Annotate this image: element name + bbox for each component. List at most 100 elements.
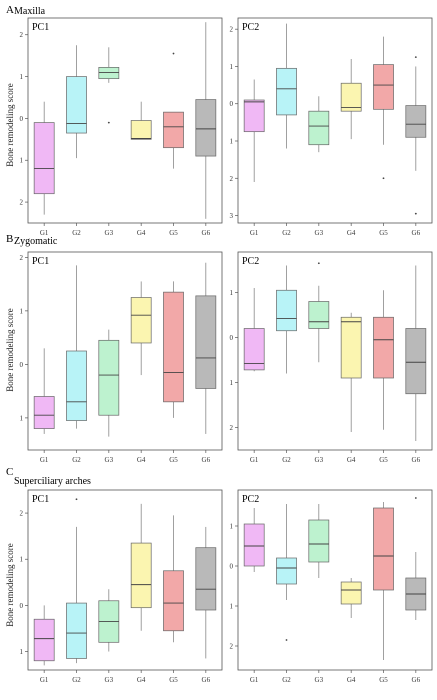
- plot-frame: [27, 17, 223, 224]
- ylabel-row-c: Bone remodeling score: [5, 543, 15, 626]
- box-g2: [276, 67, 297, 116]
- panel-label: PC1: [32, 256, 49, 267]
- x-tick-label: G4: [137, 456, 146, 464]
- x-tick-label: G1: [40, 229, 49, 237]
- y-tick-label: 2: [20, 31, 24, 39]
- y-tick-label: 2: [20, 199, 24, 207]
- outlier-point: [107, 121, 110, 124]
- box-g5: [163, 570, 184, 632]
- x-tick-label: G2: [282, 676, 291, 684]
- x-tick-label: G5: [379, 229, 388, 237]
- x-tick-label: G6: [202, 676, 211, 684]
- plot-frame: [237, 251, 433, 451]
- plot-frame: [27, 251, 223, 451]
- y-tick-label: 1: [230, 289, 234, 297]
- panel-superciliary-pc2: PC2 1 0 1 2 G1 G2 G3 G4 G5 G6: [230, 489, 433, 684]
- x-tick-label: G5: [169, 456, 178, 464]
- outlier-point: [285, 639, 288, 641]
- x-tick-label: G6: [412, 676, 421, 684]
- x-tick-label: G6: [412, 456, 421, 464]
- box-g5: [373, 316, 394, 379]
- box-g4: [130, 297, 152, 344]
- box-g2: [66, 602, 87, 659]
- x-tick-label: G2: [72, 229, 81, 237]
- y-tick-label: 1: [230, 63, 234, 71]
- box-g3: [308, 110, 330, 146]
- box-g2: [66, 76, 87, 134]
- y-tick-label: 2: [230, 26, 234, 34]
- x-tick-label: G6: [412, 229, 421, 237]
- box-g1: [243, 523, 265, 567]
- outlier-point: [382, 177, 385, 180]
- row-a-letter: A: [6, 4, 14, 16]
- box-g6: [405, 328, 427, 395]
- outlier-point: [414, 497, 417, 499]
- y-tick-label: 1: [230, 603, 234, 611]
- panel-zygomatic-pc1: PC1 2 1 0 1 G1 G2 G3 G4 G5 G6: [20, 251, 223, 464]
- box-g1: [33, 396, 55, 429]
- x-tick-label: G1: [250, 456, 259, 464]
- box-g3: [98, 67, 120, 80]
- box-g6: [195, 547, 217, 611]
- y-tick-label: 1: [20, 414, 24, 422]
- y-tick-label: 2: [20, 510, 24, 518]
- box-g6: [405, 105, 427, 138]
- y-tick-label: 1: [20, 556, 24, 564]
- box-g2: [276, 557, 297, 585]
- panel-maxilla-pc1: PC1 2 1 0 1 2 G1 G2 G3 G4 G5 G6: [20, 17, 223, 237]
- outlier-point: [414, 212, 417, 215]
- x-tick-label: G1: [40, 676, 49, 684]
- box-g5: [163, 111, 184, 149]
- box-g4: [130, 542, 152, 609]
- box-g4: [340, 316, 362, 379]
- y-tick-label: 2: [20, 254, 24, 262]
- panel-maxilla-pc2: PC2 2 1 0 1 2 3 G1 G2 G3 G4 G5 G6: [230, 17, 433, 237]
- panel-label: PC2: [242, 494, 259, 505]
- plot-frame: [237, 489, 433, 671]
- x-tick-label: G6: [202, 456, 211, 464]
- x-tick-label: G3: [105, 676, 114, 684]
- panel-zygomatic-pc2: PC2 1 0 1 2 G1 G2 G3 G4 G5 G6: [230, 251, 433, 464]
- y-tick-label: 1: [20, 307, 24, 315]
- box-g1: [33, 122, 55, 195]
- x-tick-label: G5: [169, 676, 178, 684]
- x-tick-label: G3: [315, 229, 324, 237]
- x-tick-label: G3: [105, 229, 114, 237]
- y-tick-label: 1: [230, 379, 234, 387]
- y-tick-label: 0: [230, 563, 234, 571]
- row-b-title: Zygomatic: [14, 236, 58, 247]
- y-tick-label: 0: [20, 361, 24, 369]
- y-tick-label: 1: [20, 157, 24, 165]
- y-tick-label: 2: [230, 643, 234, 651]
- x-tick-label: G4: [137, 676, 146, 684]
- plot-frame: [27, 489, 223, 671]
- y-tick-label: 0: [20, 602, 24, 610]
- row-b-letter: B: [6, 233, 13, 245]
- y-tick-label: 0: [230, 100, 234, 108]
- y-tick-label: 2: [230, 175, 234, 183]
- box-g1: [243, 328, 265, 371]
- box-g2: [276, 289, 297, 332]
- x-tick-label: G3: [315, 456, 324, 464]
- x-tick-label: G1: [250, 229, 259, 237]
- box-g3: [308, 301, 330, 329]
- box-g2: [66, 350, 87, 421]
- row-c-title: Superciliary arches: [14, 476, 91, 487]
- y-tick-label: 1: [20, 73, 24, 81]
- x-tick-label: G4: [347, 676, 356, 684]
- y-tick-label: 3: [230, 212, 234, 220]
- box-g4: [340, 581, 362, 605]
- outlier-point: [317, 262, 320, 265]
- y-tick-label: 2: [230, 424, 234, 432]
- box-g5: [163, 291, 184, 403]
- x-tick-label: G4: [347, 456, 356, 464]
- panel-label: PC2: [242, 22, 259, 33]
- outlier-point: [172, 52, 175, 55]
- panel-label: PC1: [32, 494, 49, 505]
- y-tick-label: 1: [230, 523, 234, 531]
- outlier-point: [414, 56, 417, 59]
- ylabel-row-b: Bone remodeling score: [5, 308, 15, 391]
- box-g1: [33, 618, 55, 662]
- box-g6: [195, 295, 217, 389]
